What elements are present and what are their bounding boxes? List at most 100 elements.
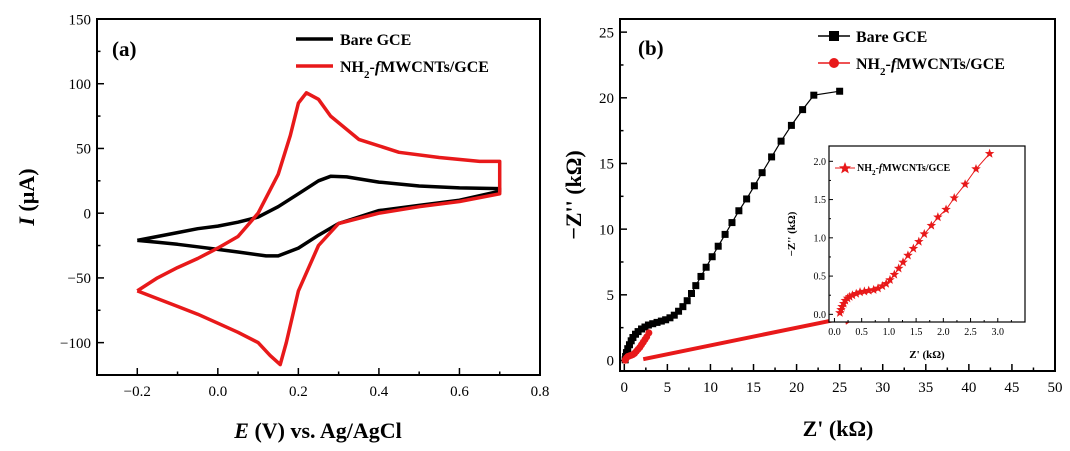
inset-series-0-point: [873, 283, 883, 293]
legend-b-nh2-marker: [829, 58, 839, 68]
inset-legend-marker: [839, 162, 851, 174]
chart-b-series-0-point: [679, 303, 687, 311]
chart-a-ytick-label: 150: [69, 12, 92, 28]
chart-b-series-0-point: [622, 349, 630, 357]
chart-b-series-0-point: [687, 290, 695, 298]
chart-b-xtick-label: 20: [789, 380, 804, 396]
inset-ticks: 0.0 0.5 1.0 1.5 2.0 2.5 3.0 0.0 0.5 1.0 1.5 2.0: [814, 157, 1012, 338]
inset-series-0-point: [933, 212, 943, 222]
chart-b-series-0-point: [810, 91, 818, 99]
chart-b-series-0-point: [750, 182, 758, 190]
chart-b-ytick-label: 0: [607, 354, 615, 370]
inset-series-0-point: [881, 278, 891, 288]
chart-a-xlabel: E (V) vs. Ag/AgCl: [233, 418, 401, 443]
inset-series-0-point: [868, 284, 879, 294]
chart-b-frame: [619, 18, 1056, 372]
inset-series-0-point: [984, 148, 995, 158]
inset-series-0-point: [885, 274, 895, 284]
inset-series-0-point: [851, 288, 861, 298]
chart-b-series-0-point: [625, 341, 633, 349]
inset-series-0-point: [898, 257, 908, 267]
chart-a-xtick-label: 0.2: [289, 384, 308, 400]
chart-a-xtick-label: −0.2: [124, 384, 151, 400]
chart-b-series-0-point: [702, 263, 710, 271]
chart-b-series-0-point: [675, 307, 683, 315]
inset-xtick-label: 1.5: [910, 327, 923, 338]
chart-b-series-0-point: [662, 316, 670, 324]
chart-b-xtick-label: 5: [664, 380, 672, 396]
chart-b-arrow-shaft: [642, 315, 845, 362]
chart-b-ytick-label: 15: [599, 157, 614, 173]
inset-series-0-point: [863, 285, 874, 295]
inset-legend: NH2-fMWCNTs/GCE: [835, 162, 950, 177]
chart-a-series-1-line: [136, 91, 502, 367]
chart-b-xtick-label: 30: [875, 380, 890, 396]
chart-a-frame: [96, 18, 541, 376]
chart-a-ytick-label: 0: [84, 206, 92, 222]
inset-ytick-label: 1.0: [814, 233, 827, 244]
chart-a-ytick-label: 100: [69, 77, 92, 93]
chart-b-series-0-point: [787, 121, 795, 129]
inset-series-0-point: [960, 179, 970, 189]
chart-a-ytick-label: −100: [60, 336, 91, 352]
inset-series-0-point: [941, 204, 951, 214]
inset-series-0-point: [889, 269, 900, 279]
legend-b-bare-label: Bare GCE: [856, 29, 927, 46]
inset-ytick-label: 2.0: [814, 157, 827, 168]
chart-b-series-0-point: [653, 318, 661, 326]
chart-b-series: [621, 87, 862, 364]
chart-b-ylabel: −Z'' (kΩ): [561, 150, 586, 239]
legend-a-bare-label: Bare GCE: [340, 32, 411, 49]
chart-b-series-0-point: [777, 137, 785, 145]
chart-b-series-0-point: [644, 321, 652, 329]
chart-b: 0 5 10 15 20 25 30 35 40 45 50 0 5 10 15 20 25 (b) Bare …: [561, 18, 1063, 441]
chart-b-series-0-point: [714, 242, 722, 250]
chart-a-xtick-label: 0.0: [208, 384, 227, 400]
inset-ytick-label: 0.5: [814, 272, 827, 283]
chart-b-series-0-point: [728, 219, 736, 227]
inset-xtick-label: 3.0: [992, 327, 1005, 338]
chart-b-xtick-label: 45: [1004, 380, 1019, 396]
chart-b-legend: Bare GCE NH2-fMWCNTs/GCE: [818, 29, 1005, 78]
inset-series-0-point: [847, 290, 858, 300]
chart-b-inset: 0.0 0.5 1.0 1.5 2.0 2.5 3.0 0.0 0.5 1.0 1.5 2.0 NH2…: [786, 145, 1026, 361]
chart-b-panel-label: (b): [638, 36, 664, 60]
legend-b-bare-marker: [829, 31, 839, 41]
chart-b-series-0-point: [799, 106, 807, 114]
chart-b-series-0-point: [683, 297, 691, 305]
inset-series-0-point: [926, 220, 937, 230]
inset-xtick-label: 0.0: [828, 327, 841, 338]
inset-series-0-point: [877, 281, 888, 291]
chart-a-ticks: −0.2 0.0 0.2 0.4 0.6 0.8 −100 −50 0 50 100 150: [60, 12, 549, 400]
chart-b-series-0-point: [692, 282, 700, 290]
inset-ytick-label: 0.0: [814, 310, 827, 321]
inset-xlabel: Z' (kΩ): [909, 349, 945, 361]
inset-series-0-point: [855, 287, 865, 297]
chart-a-ylabel: I (µA): [14, 168, 39, 226]
chart-b-series-0-point: [649, 320, 657, 328]
inset-ytick-label: 1.5: [814, 195, 827, 206]
inset-xtick-label: 2.0: [937, 327, 950, 338]
chart-a-legend: Bare GCE NH2-fMWCNTs/GCE: [296, 32, 489, 81]
chart-b-ytick-label: 25: [599, 25, 614, 41]
inset-xtick-label: 0.5: [855, 327, 868, 338]
chart-b-series-0-point: [697, 272, 705, 280]
chart-b-xtick-label: 35: [918, 380, 933, 396]
inset-series: [835, 148, 995, 317]
chart-a-ytick-label: −50: [68, 271, 91, 287]
chart-b-series-0-point: [768, 153, 776, 161]
inset-series-0-point: [842, 293, 853, 303]
chart-b-series-0-point: [721, 230, 729, 238]
chart-b-ytick-label: 10: [599, 222, 614, 238]
chart-b-series-0-point: [708, 253, 716, 261]
chart-b-series-0-point: [743, 195, 751, 203]
chart-b-xtick-label: 40: [961, 380, 976, 396]
legend-a-nh2-label: NH2-fMWCNTs/GCE: [340, 59, 489, 81]
inset-legend-label: NH2-fMWCNTs/GCE: [857, 163, 950, 177]
chart-b-xtick-label: 15: [746, 380, 761, 396]
inset-series-0-point: [949, 193, 959, 203]
chart-b-ytick-label: 5: [607, 288, 615, 304]
